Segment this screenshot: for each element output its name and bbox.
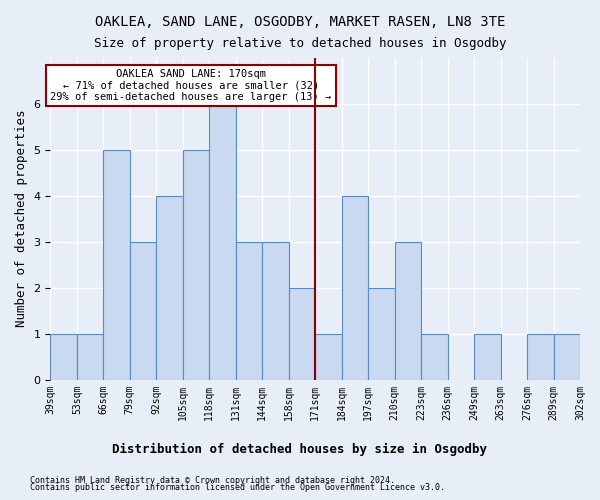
Bar	[50, 334, 77, 380]
Bar	[262, 242, 289, 380]
Text: Size of property relative to detached houses in Osgodby: Size of property relative to detached ho…	[94, 38, 506, 51]
Bar	[157, 196, 183, 380]
Y-axis label: Number of detached properties: Number of detached properties	[15, 110, 28, 328]
Text: OAKLEA, SAND LANE, OSGODBY, MARKET RASEN, LN8 3TE: OAKLEA, SAND LANE, OSGODBY, MARKET RASEN…	[95, 15, 505, 29]
Bar	[474, 334, 500, 380]
Bar	[315, 334, 341, 380]
Bar	[103, 150, 130, 380]
Bar	[236, 242, 262, 380]
Bar	[183, 150, 209, 380]
Text: Contains public sector information licensed under the Open Government Licence v3: Contains public sector information licen…	[30, 484, 445, 492]
Text: Contains HM Land Registry data © Crown copyright and database right 2024.: Contains HM Land Registry data © Crown c…	[30, 476, 395, 485]
Bar	[209, 104, 236, 380]
Bar	[77, 334, 103, 380]
Bar	[554, 334, 580, 380]
Text: OAKLEA SAND LANE: 170sqm
← 71% of detached houses are smaller (32)
29% of semi-d: OAKLEA SAND LANE: 170sqm ← 71% of detach…	[50, 69, 331, 102]
Bar	[421, 334, 448, 380]
Bar	[289, 288, 315, 380]
Bar	[341, 196, 368, 380]
Bar	[395, 242, 421, 380]
Bar	[130, 242, 157, 380]
Bar	[527, 334, 554, 380]
Bar	[368, 288, 395, 380]
Text: Distribution of detached houses by size in Osgodby: Distribution of detached houses by size …	[113, 442, 487, 456]
